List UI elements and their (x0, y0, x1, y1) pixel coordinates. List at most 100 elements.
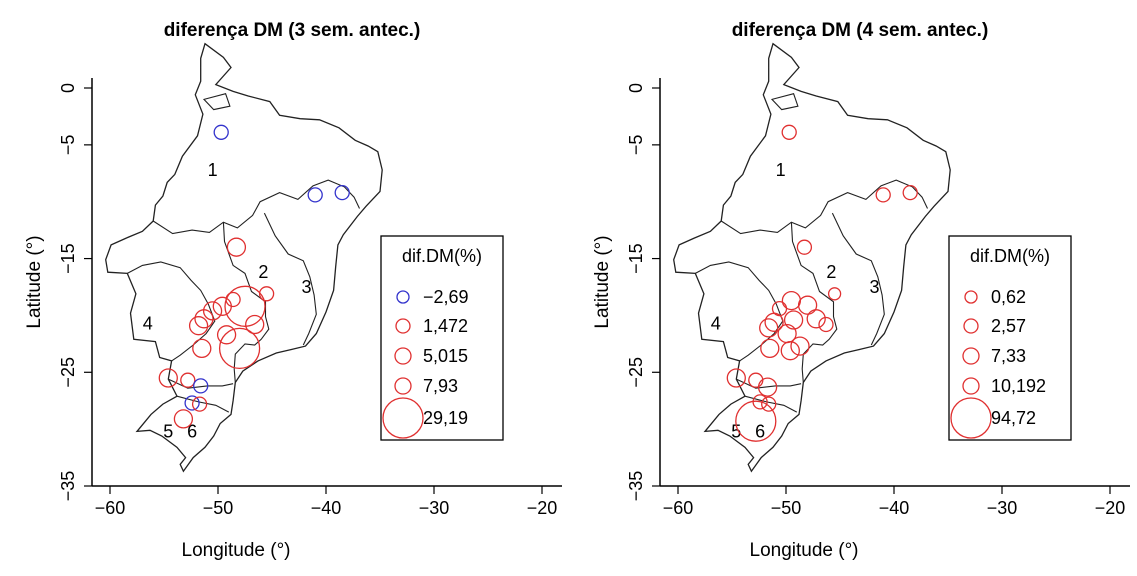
y-tick-label: −25 (58, 357, 78, 388)
y-tick-label: 0 (626, 83, 646, 93)
data-point (193, 378, 209, 394)
legend-label: 7,93 (423, 376, 458, 396)
legend-title: dif.DM(%) (402, 246, 482, 266)
legend-label: 7,33 (991, 346, 1026, 366)
legend-label: 1,472 (423, 316, 468, 336)
data-point (191, 396, 208, 412)
y-tick-label: −5 (58, 135, 78, 156)
region-border (736, 378, 802, 389)
region-label: 5 (163, 421, 173, 441)
region-label: 1 (776, 160, 786, 180)
y-tick-label: −15 (626, 243, 646, 274)
data-point (818, 316, 834, 333)
x-axis-label: Longitude (°) (182, 540, 291, 561)
y-tick-label: −35 (626, 471, 646, 502)
data-point (173, 409, 194, 429)
data-point (184, 395, 200, 411)
data-point (226, 237, 247, 257)
island-outline (202, 93, 231, 111)
data-point (781, 124, 797, 140)
legend-label: 94,72 (991, 408, 1036, 428)
data-point (212, 296, 232, 316)
country-outline (105, 42, 383, 473)
region-label: 4 (143, 313, 153, 333)
y-tick-label: −5 (626, 135, 646, 156)
chart-panel-4-weeks: diferença DM (4 sem. antec.) 1 2 3 4 5 6 −60 −50… (568, 0, 1136, 576)
legend-symbol (963, 318, 979, 334)
data-point (224, 285, 266, 327)
data-point (764, 312, 784, 332)
y-axis-label: Latitude (°) (24, 235, 45, 328)
region-border (695, 261, 784, 362)
data-point (806, 309, 826, 329)
region-label: 3 (302, 277, 312, 297)
data-point (307, 187, 323, 203)
x-tick-label: −40 (311, 498, 342, 518)
legend-symbol (394, 347, 412, 365)
chart-title: diferença DM (3 sem. antec.) (164, 20, 421, 41)
y-tick-label: 0 (58, 83, 78, 93)
legend-label: 5,015 (423, 346, 468, 366)
data-point (902, 184, 918, 201)
chart-title: diferença DM (4 sem. antec.) (732, 20, 989, 41)
x-tick-label: −50 (203, 498, 234, 518)
island-outline (770, 93, 799, 111)
legend-box (948, 235, 1072, 441)
legend-symbol (962, 347, 980, 365)
data-point (757, 377, 778, 397)
region-border (263, 212, 317, 346)
y-tick-label: −15 (58, 243, 78, 274)
data-point (218, 327, 261, 370)
y-tick-label: −35 (58, 471, 78, 502)
legend-symbol (950, 397, 992, 439)
legend-symbol (962, 377, 980, 395)
legend-label: 2,57 (991, 316, 1026, 336)
data-point (726, 368, 746, 388)
data-point (748, 372, 764, 388)
legend-symbol (396, 290, 410, 304)
data-point (188, 316, 209, 336)
y-tick-label: −25 (626, 357, 646, 388)
region-label: 6 (187, 421, 197, 441)
x-axis-label: Longitude (°) (750, 540, 859, 561)
legend-box (380, 235, 504, 441)
x-tick-label: −20 (527, 498, 558, 518)
country-outline (673, 42, 951, 473)
x-tick-label: −40 (879, 498, 910, 518)
data-point (245, 314, 265, 335)
region-border (744, 395, 798, 413)
data-point (202, 301, 223, 321)
data-point (827, 287, 842, 301)
data-point (334, 184, 350, 201)
data-point (761, 396, 777, 412)
data-point (781, 290, 802, 311)
region-border (127, 261, 216, 362)
region-border (152, 179, 360, 235)
region-border (720, 179, 928, 235)
data-point (759, 318, 779, 338)
region-label: 6 (755, 421, 765, 441)
x-tick-label: −50 (771, 498, 802, 518)
legend-label: 29,19 (423, 408, 468, 428)
data-point (192, 338, 212, 359)
region-border (831, 212, 885, 346)
x-tick-label: −30 (419, 498, 450, 518)
legend-symbol (964, 290, 978, 304)
legend-label: 10,192 (991, 376, 1046, 396)
x-tick-label: −20 (1095, 498, 1126, 518)
data-point (796, 239, 813, 255)
region-label: 5 (731, 421, 741, 441)
data-point (735, 400, 777, 442)
legend-label: −2,69 (423, 287, 469, 307)
data-point (780, 341, 800, 361)
region-label: 4 (711, 313, 721, 333)
legend-symbol (394, 377, 412, 395)
region-label: 3 (870, 277, 880, 297)
legend-symbol (382, 397, 424, 439)
data-point (258, 286, 275, 302)
data-point (875, 187, 891, 203)
x-tick-label: −60 (95, 498, 126, 518)
legend-symbol (395, 318, 411, 334)
